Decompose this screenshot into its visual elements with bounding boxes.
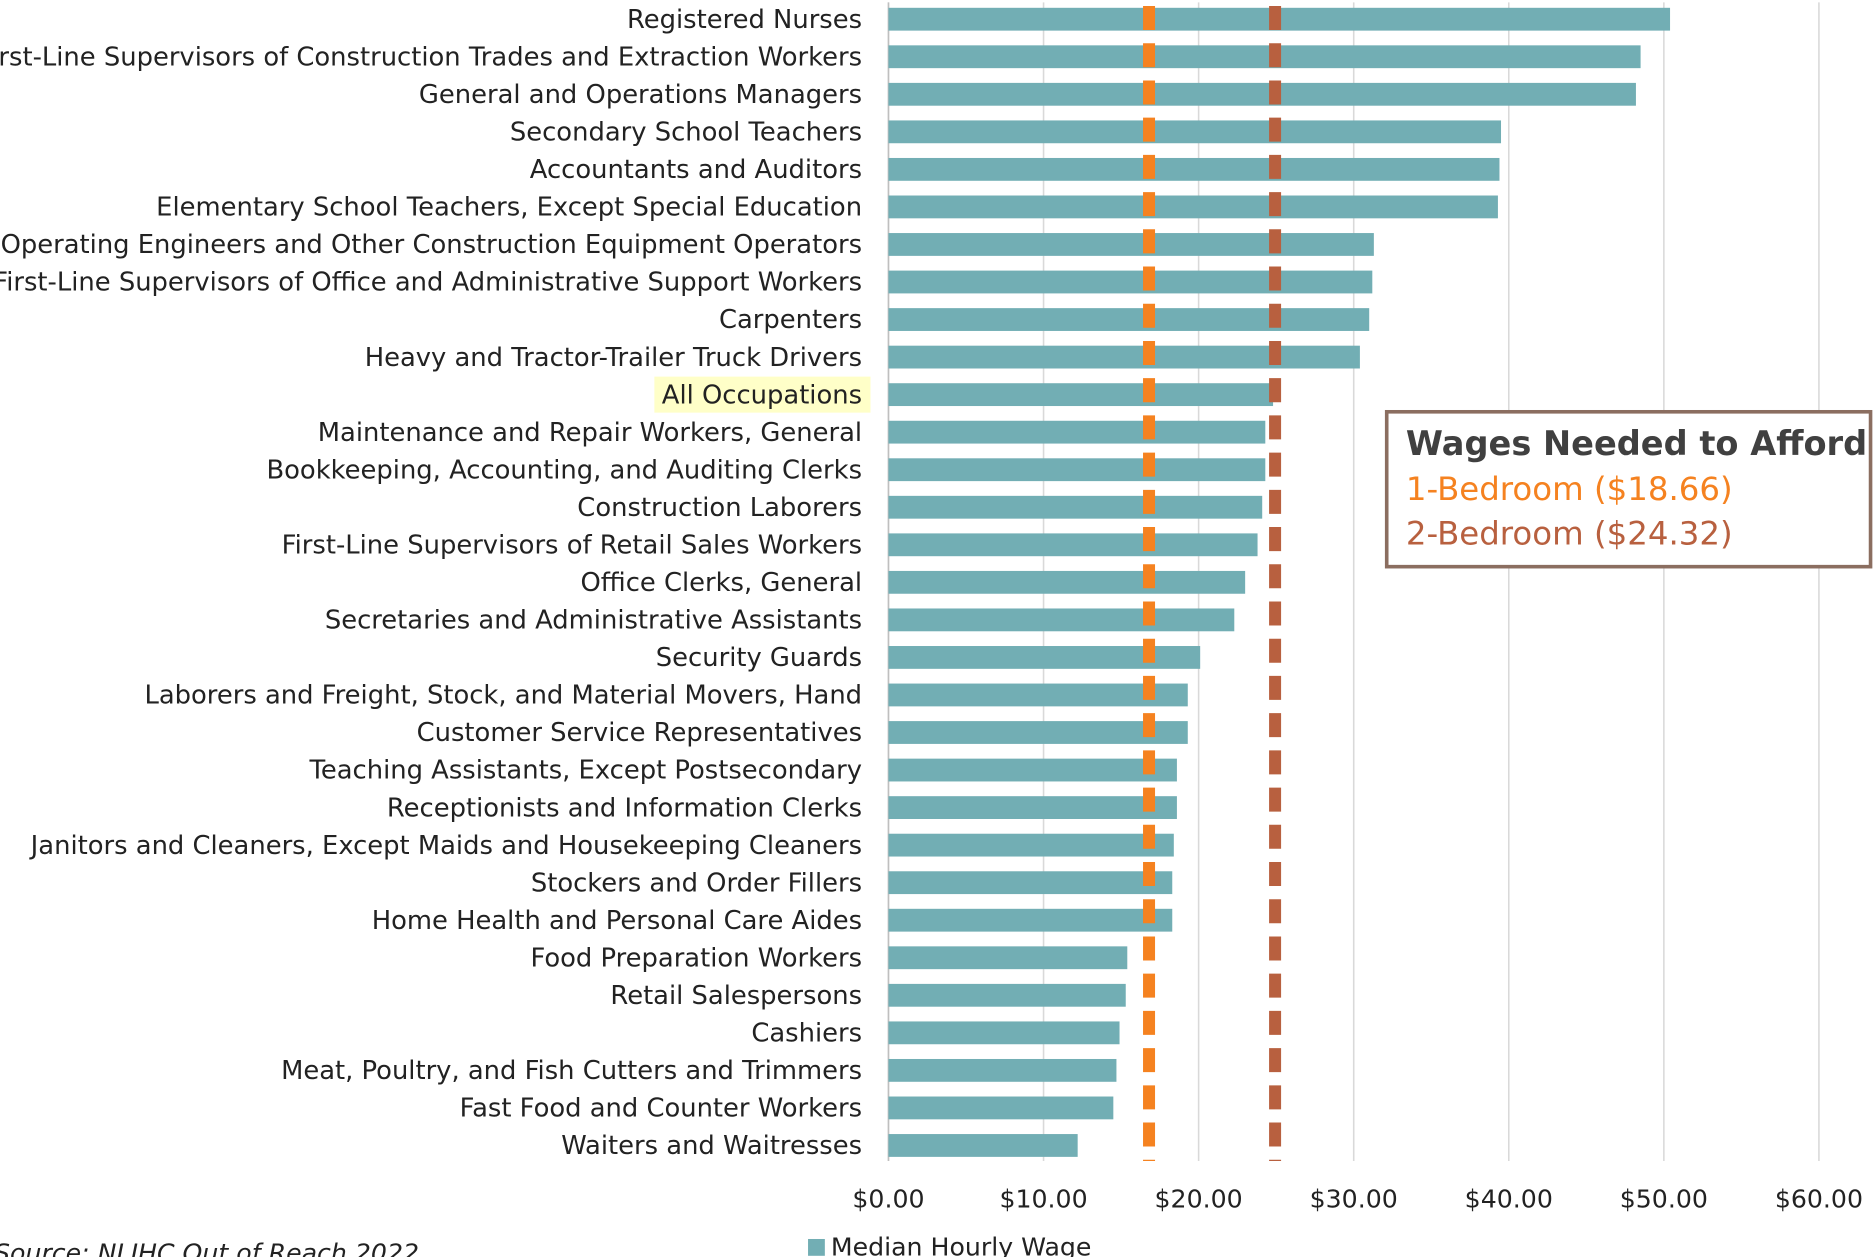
y-tick-label: All Occupations	[662, 380, 862, 410]
y-tick-label: Home Health and Personal Care Aides	[372, 906, 862, 936]
y-tick-label: Fast Food and Counter Workers	[460, 1094, 862, 1124]
bar	[888, 1058, 1117, 1082]
bar	[888, 495, 1263, 519]
bar	[888, 908, 1173, 932]
bar	[888, 946, 1128, 970]
y-tick-label: Construction Laborers	[577, 493, 862, 523]
y-tick-label: First-Line Supervisors of Construction T…	[0, 42, 862, 72]
y-tick-label: Registered Nurses	[627, 5, 862, 35]
bar	[888, 833, 1174, 857]
bar	[888, 871, 1173, 895]
y-tick-label: First-Line Supervisors of Office and Adm…	[0, 268, 862, 298]
legend-swatch	[808, 1238, 825, 1256]
y-tick-label: Customer Service Representatives	[417, 718, 862, 748]
bar	[888, 1134, 1078, 1157]
y-tick-label: Receptionists and Information Clerks	[387, 793, 862, 823]
bar	[888, 646, 1201, 669]
bar	[888, 420, 1266, 444]
legend-label: Median Hourly Wage	[831, 1233, 1092, 1257]
y-tick-label: General and Operations Managers	[419, 80, 862, 110]
y-tick-label: Janitors and Cleaners, Except Maids and …	[29, 831, 862, 861]
y-tick-label: Security Guards	[656, 643, 862, 673]
y-tick-label: Food Preparation Workers	[530, 943, 862, 973]
x-tick-label: $40.00	[1465, 1185, 1553, 1214]
bar	[888, 157, 1500, 181]
y-tick-label: Operating Engineers and Other Constructi…	[1, 230, 862, 260]
bar	[888, 683, 1188, 707]
bar	[888, 383, 1274, 407]
source: Source: NLIHC Out of Reach 2022	[0, 1239, 419, 1257]
bar	[888, 195, 1498, 219]
x-tick-label: $30.00	[1310, 1185, 1398, 1214]
bar	[888, 308, 1370, 331]
y-tick-label: Secondary School Teachers	[510, 118, 862, 148]
y-tick-label: Retail Salespersons	[610, 981, 862, 1011]
y-tick-label: Laborers and Freight, Stock, and Materia…	[144, 681, 862, 711]
x-tick-label: $60.00	[1775, 1185, 1863, 1214]
bar	[888, 458, 1266, 482]
bar	[888, 796, 1177, 819]
y-tick-label: Office Clerks, General	[580, 568, 862, 598]
y-tick-label: Teaching Assistants, Except Postsecondar…	[309, 756, 863, 786]
y-tick-label: Bookkeeping, Accounting, and Auditing Cl…	[266, 455, 862, 485]
y-tick-label: Elementary School Teachers, Except Speci…	[156, 193, 862, 223]
bar	[888, 608, 1235, 632]
bar	[888, 270, 1373, 294]
y-tick-label: Accountants and Auditors	[530, 155, 862, 185]
reference-label: 1-Bedroom ($18.66)	[1406, 470, 1733, 508]
label-highlight	[654, 376, 871, 413]
reference-label: 2-Bedroom ($24.32)	[1406, 514, 1733, 552]
y-tick-label: Carpenters	[719, 305, 862, 335]
bar	[888, 82, 1636, 106]
bar	[888, 1096, 1114, 1120]
bar	[888, 570, 1246, 594]
bar	[888, 120, 1502, 144]
y-tick-label: Maintenance and Repair Workers, General	[318, 418, 862, 448]
bar	[888, 721, 1188, 744]
y-tick-label: Secretaries and Administrative Assistant…	[325, 606, 862, 636]
bar	[888, 533, 1258, 557]
x-tick-label: $10.00	[999, 1185, 1087, 1214]
bar	[888, 758, 1177, 782]
y-tick-label: Waiters and Waitresses	[561, 1131, 862, 1161]
bar	[888, 345, 1360, 369]
y-tick-label: Cashiers	[751, 1019, 862, 1049]
bar	[888, 45, 1641, 69]
bar	[888, 1021, 1120, 1045]
x-tick-label: $0.00	[852, 1185, 924, 1214]
y-tick-label: Stockers and Order Fillers	[531, 868, 862, 898]
x-tick-label: $20.00	[1155, 1185, 1243, 1214]
reference-title: Wages Needed to Afford	[1406, 424, 1867, 463]
bar	[888, 983, 1126, 1007]
y-tick-label: Heavy and Tractor-Trailer Truck Drivers	[365, 343, 862, 373]
bar	[888, 233, 1374, 256]
reference-box	[1384, 409, 1873, 569]
y-tick-label: Meat, Poultry, and Fish Cutters and Trim…	[281, 1056, 862, 1086]
x-tick-label: $50.00	[1620, 1185, 1708, 1214]
y-tick-label: First-Line Supervisors of Retail Sales W…	[282, 530, 862, 560]
